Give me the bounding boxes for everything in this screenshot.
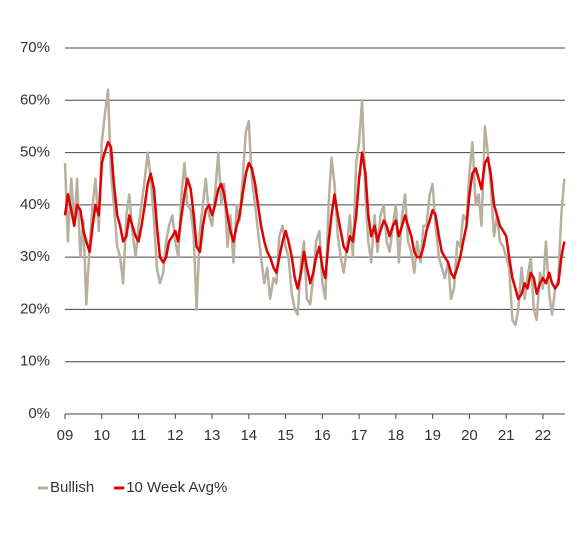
x-tick-label: 17 — [351, 427, 368, 444]
x-tick-label: 22 — [535, 427, 552, 444]
x-tick-label: 19 — [424, 427, 441, 444]
series-line — [63, 88, 566, 327]
y-tick-label: 30% — [20, 248, 50, 265]
x-tick-label: 13 — [204, 427, 221, 444]
x-tick-label: 11 — [131, 427, 147, 444]
y-tick-label: 10% — [20, 353, 50, 370]
y-tick-label: 60% — [20, 91, 50, 108]
series-line — [63, 140, 566, 301]
legend-label: Bullish — [50, 479, 94, 496]
x-tick-label: 21 — [498, 427, 515, 444]
x-tick-label: 12 — [167, 427, 184, 444]
legend-label: 10 Week Avg% — [126, 479, 227, 496]
y-tick-label: 70% — [20, 39, 50, 56]
x-tick-label: 18 — [388, 427, 405, 444]
legend-item: Bullish — [38, 479, 94, 496]
legend-item: 10 Week Avg% — [114, 479, 227, 496]
x-tick-label: 15 — [277, 427, 294, 444]
x-tick-label: 09 — [57, 427, 74, 444]
x-tick-label: 20 — [461, 427, 478, 444]
y-tick-label: 50% — [20, 144, 50, 161]
y-tick-label: 20% — [20, 300, 50, 317]
x-tick-label: 10 — [93, 427, 110, 444]
y-tick-label: 0% — [28, 405, 50, 422]
x-tick-label: 14 — [240, 427, 257, 444]
x-tick-label: 16 — [314, 427, 331, 444]
y-tick-label: 40% — [20, 196, 50, 213]
